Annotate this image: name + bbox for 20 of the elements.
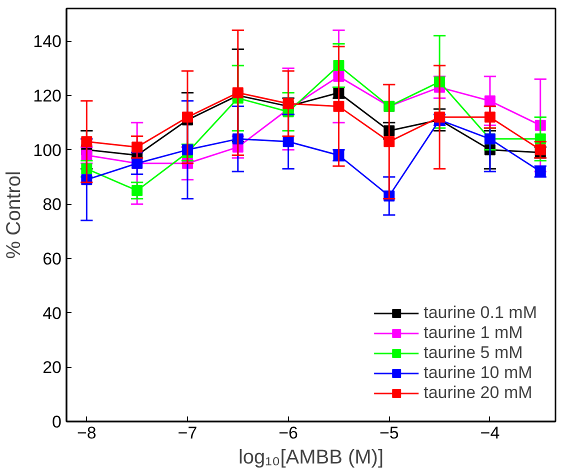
y-tick-label: 120 [33, 86, 62, 106]
y-axis-title: % Control [3, 171, 26, 259]
y-tick-label: 0 [52, 412, 62, 432]
y-tick-label: 100 [33, 140, 62, 160]
x-tick-label: −8 [76, 424, 96, 442]
legend-label: taurine 5 mM [424, 343, 523, 363]
legend-label: taurine 0.1 mM [424, 303, 537, 323]
legend-label: taurine 10 mM [424, 363, 532, 383]
y-tick-label: 20 [42, 358, 62, 378]
x-tick-label: −4 [480, 424, 500, 442]
x-axis-title: log₁₀[AMBB (M)] [238, 446, 384, 468]
y-tick-label: 40 [42, 304, 62, 323]
y-tick-label: 140 [33, 32, 62, 52]
x-tick-label: −6 [278, 424, 298, 442]
y-tick-label: 60 [42, 249, 62, 268]
y-tick-label: 80 [42, 195, 62, 214]
x-tick-label: −5 [379, 424, 399, 442]
legend-label: taurine 1 mM [424, 323, 523, 343]
legend-label: taurine 20 mM [424, 383, 532, 403]
x-tick-label: −7 [178, 424, 198, 442]
